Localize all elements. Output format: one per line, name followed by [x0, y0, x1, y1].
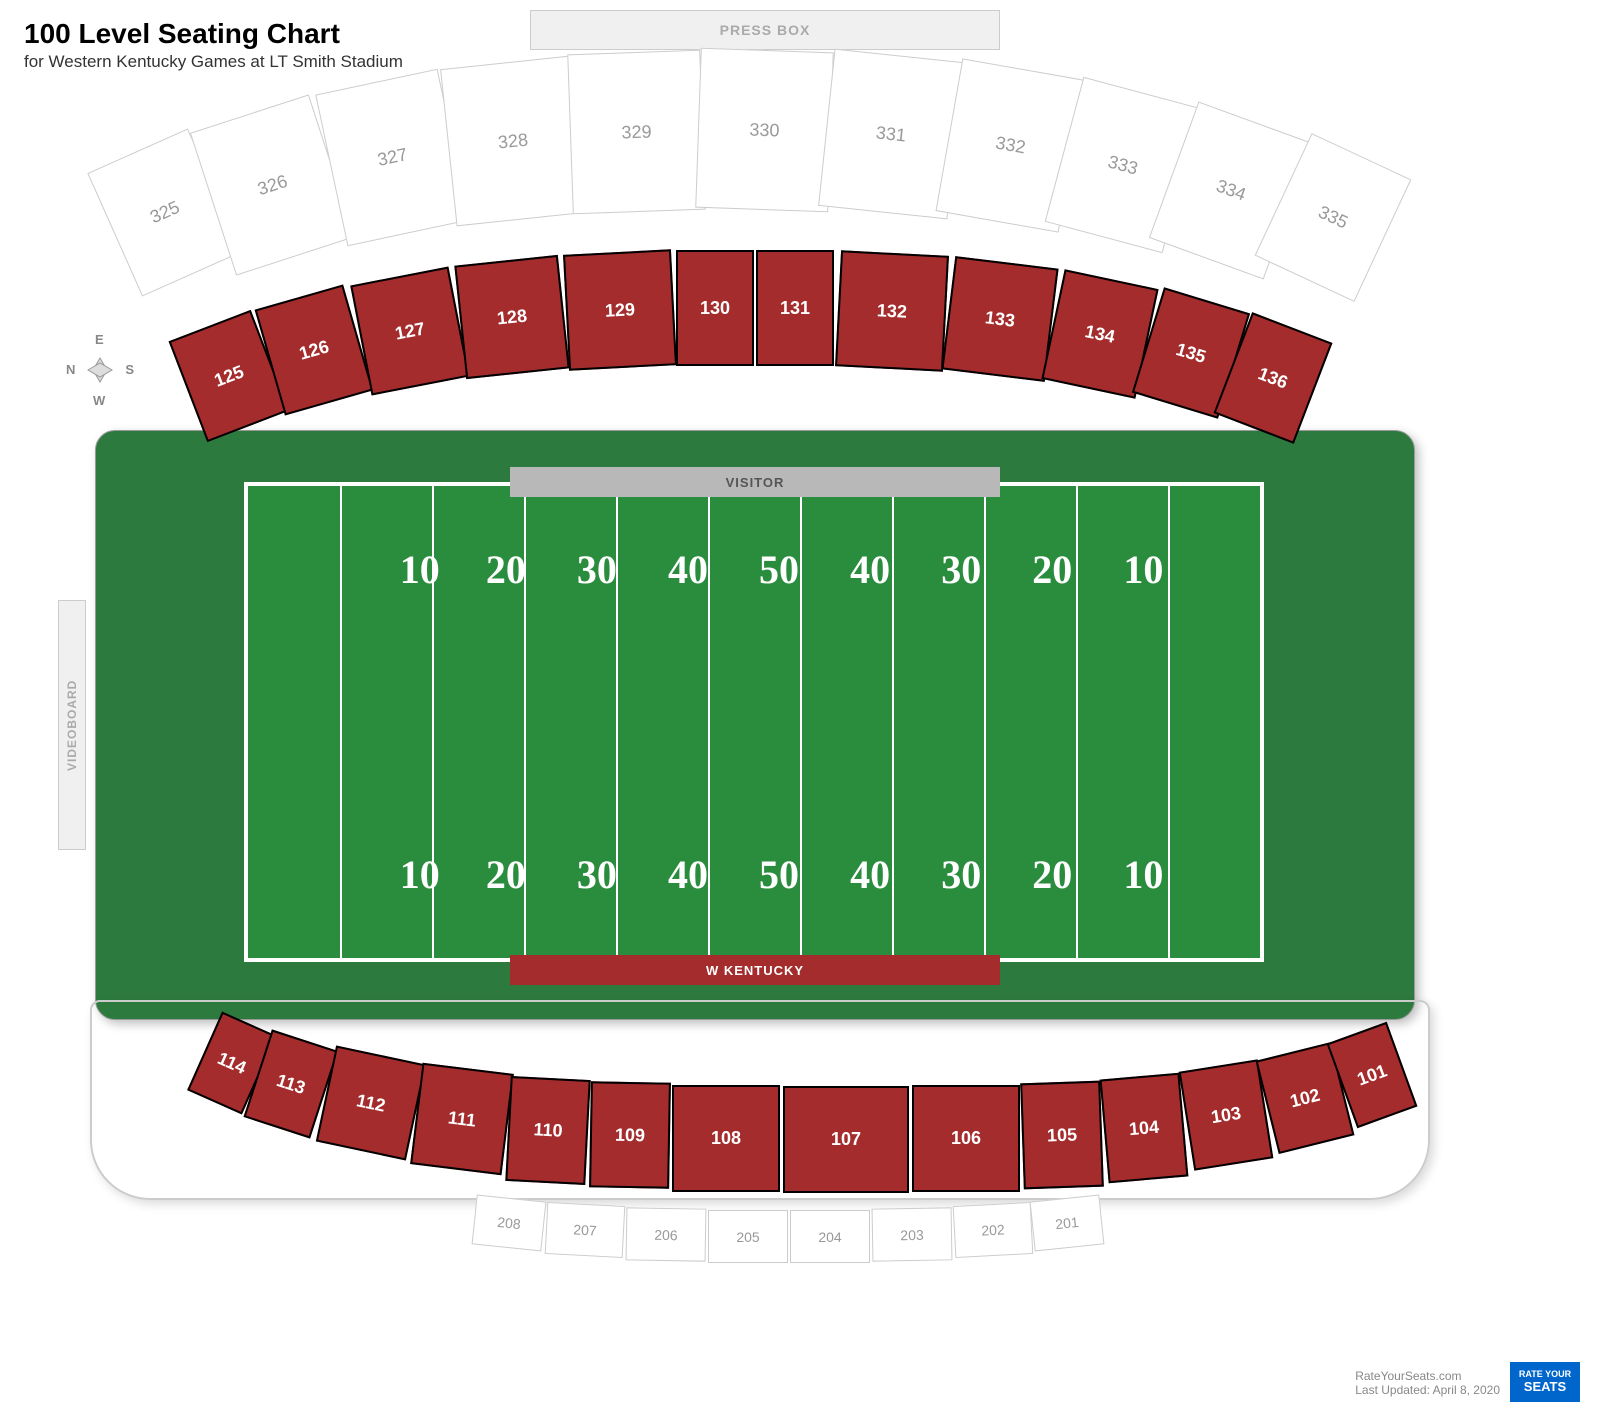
attribution-footer: RateYourSeats.com Last Updated: April 8,…	[1355, 1369, 1500, 1397]
yard-number: 30	[577, 546, 617, 593]
section-328[interactable]: 328	[440, 56, 586, 227]
yard-number: 10	[400, 546, 440, 593]
updated-text: Last Updated: April 8, 2020	[1355, 1383, 1500, 1397]
yard-number: 50	[759, 851, 799, 898]
yard-line	[1076, 486, 1078, 958]
chart-header: 100 Level Seating Chart for Western Kent…	[24, 18, 403, 72]
yard-number: 50	[759, 546, 799, 593]
yard-number: 10	[1123, 546, 1163, 593]
section-131[interactable]: 131	[756, 250, 834, 366]
press-box: PRESS BOX	[530, 10, 1000, 50]
section-204[interactable]: 204	[790, 1210, 870, 1263]
source-text: RateYourSeats.com	[1355, 1369, 1500, 1383]
yard-line	[708, 486, 710, 958]
chart-title: 100 Level Seating Chart	[24, 18, 403, 50]
site-logo: RATE YOUR SEATS	[1510, 1362, 1580, 1402]
chart-subtitle: for Western Kentucky Games at LT Smith S…	[24, 52, 403, 72]
yard-line	[800, 486, 802, 958]
section-106[interactable]: 106	[912, 1085, 1020, 1192]
section-112[interactable]: 112	[316, 1046, 426, 1161]
yard-number: 30	[577, 851, 617, 898]
section-130[interactable]: 130	[676, 250, 754, 366]
press-box-label: PRESS BOX	[720, 22, 811, 38]
logo-bottom-text: SEATS	[1524, 1380, 1566, 1394]
yard-line	[340, 486, 342, 958]
section-128[interactable]: 128	[454, 255, 569, 379]
section-329[interactable]: 329	[567, 50, 706, 215]
visitor-label: VISITOR	[726, 475, 785, 490]
compass-e: E	[95, 332, 104, 347]
yard-number: 40	[668, 546, 708, 593]
section-132[interactable]: 132	[835, 250, 949, 371]
yard-line	[892, 486, 894, 958]
yard-number: 40	[668, 851, 708, 898]
videoboard-label: VIDEOBOARD	[65, 679, 79, 770]
section-108[interactable]: 108	[672, 1085, 780, 1192]
section-105[interactable]: 105	[1020, 1081, 1104, 1190]
section-107[interactable]: 107	[783, 1086, 909, 1193]
section-202[interactable]: 202	[953, 1202, 1034, 1258]
videoboard: VIDEOBOARD	[58, 600, 86, 850]
yard-number: 10	[1123, 851, 1163, 898]
yard-line	[1168, 486, 1170, 958]
compass: E W N S	[60, 330, 140, 410]
section-207[interactable]: 207	[545, 1202, 626, 1258]
yard-number: 20	[1032, 546, 1072, 593]
compass-n: N	[66, 362, 75, 377]
home-sideline: W KENTUCKY	[510, 955, 1000, 985]
section-110[interactable]: 110	[505, 1076, 590, 1185]
yard-line	[984, 486, 986, 958]
section-201[interactable]: 201	[1030, 1194, 1105, 1251]
section-127[interactable]: 127	[350, 266, 470, 395]
section-104[interactable]: 104	[1100, 1073, 1189, 1184]
home-label: W KENTUCKY	[706, 963, 804, 978]
section-203[interactable]: 203	[872, 1207, 953, 1261]
yard-number: 40	[850, 546, 890, 593]
compass-s: S	[125, 362, 134, 377]
section-330[interactable]: 330	[695, 48, 834, 213]
stadium-map: PRESS BOX 10 20 30 40 50 40 30 20 10 10 …	[30, 10, 1570, 1390]
compass-w: W	[93, 393, 105, 408]
section-111[interactable]: 111	[410, 1063, 514, 1175]
section-129[interactable]: 129	[563, 249, 677, 370]
section-109[interactable]: 109	[589, 1081, 671, 1188]
yard-number: 10	[400, 851, 440, 898]
section-133[interactable]: 133	[941, 256, 1058, 382]
yard-number: 20	[486, 546, 526, 593]
football-field: 10 20 30 40 50 40 30 20 10 10 20 30 40 5…	[244, 482, 1264, 962]
visitor-sideline: VISITOR	[510, 467, 1000, 497]
yard-number: 30	[941, 851, 981, 898]
yard-number: 20	[1032, 851, 1072, 898]
section-208[interactable]: 208	[472, 1194, 547, 1251]
section-206[interactable]: 206	[626, 1207, 707, 1261]
yard-number: 20	[486, 851, 526, 898]
yard-number: 30	[941, 546, 981, 593]
yard-number: 40	[850, 851, 890, 898]
section-205[interactable]: 205	[708, 1210, 788, 1263]
